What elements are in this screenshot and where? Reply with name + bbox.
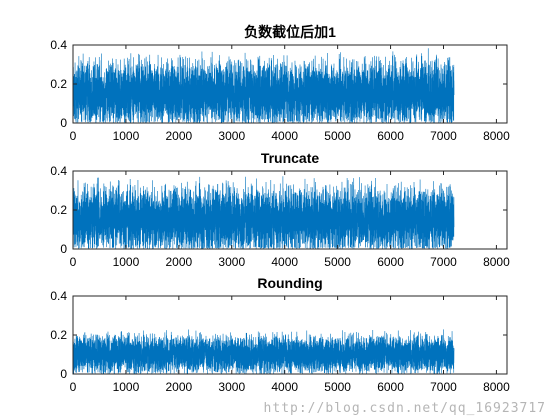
- subplot-title: Rounding: [257, 275, 322, 291]
- x-tick-label: 0: [70, 129, 77, 143]
- subplot-title: 负数截位后加1: [244, 24, 336, 40]
- x-tick-label: 4000: [271, 255, 298, 269]
- x-tick-label: 1000: [113, 129, 140, 143]
- subplot-2: 0 1000 2000 3000 4000 5000 6000 7000 8000 0 0.2 0.4…: [50, 150, 510, 269]
- x-tick-label: 6000: [377, 380, 404, 394]
- x-tick-label: 7000: [430, 255, 457, 269]
- x-tick-label: 1000: [113, 380, 140, 394]
- x-tick-label: 5000: [324, 255, 351, 269]
- subplot-3: 0 1000 2000 3000 4000 5000 6000 7000 8000 0 0.2 0.4…: [50, 275, 510, 394]
- x-tick-label: 8000: [483, 255, 510, 269]
- y-tick-label: 0: [60, 116, 67, 130]
- x-tick-label: 5000: [324, 380, 351, 394]
- series-line: [73, 48, 455, 123]
- y-tick-label: 0.4: [50, 38, 67, 52]
- x-tick-label: 3000: [218, 129, 245, 143]
- x-tick-label: 8000: [483, 129, 510, 143]
- x-tick-label: 4000: [271, 380, 298, 394]
- y-tick-label: 0.4: [50, 289, 67, 303]
- x-tick-label: 0: [70, 380, 77, 394]
- x-tick-label: 3000: [218, 380, 245, 394]
- x-tick-label: 3000: [218, 255, 245, 269]
- y-tick-label: 0.4: [50, 164, 67, 178]
- x-tick-label: 6000: [377, 129, 404, 143]
- x-tick-label: 7000: [430, 129, 457, 143]
- subplot-title: Truncate: [261, 150, 320, 166]
- y-tick-label: 0: [60, 367, 67, 381]
- series-line: [73, 329, 455, 374]
- x-tick-label: 2000: [166, 380, 193, 394]
- series-line: [73, 176, 455, 249]
- x-tick-label: 0: [70, 255, 77, 269]
- x-tick-label: 6000: [377, 255, 404, 269]
- y-tick-label: 0.2: [50, 328, 67, 342]
- x-tick-label: 2000: [166, 129, 193, 143]
- y-tick-label: 0.2: [50, 77, 67, 91]
- x-tick-label: 5000: [324, 129, 351, 143]
- y-tick-label: 0.2: [50, 203, 67, 217]
- x-tick-label: 4000: [271, 129, 298, 143]
- y-tick-label: 0: [60, 242, 67, 256]
- x-tick-label: 7000: [430, 380, 457, 394]
- x-tick-label: 1000: [113, 255, 140, 269]
- subplot-1: 0 1000 2000 3000 4000 5000 6000 7000 8000 0 0.2 0.4…: [50, 24, 510, 143]
- watermark-text: http://blog.csdn.net/qq_16923717: [263, 401, 546, 416]
- x-tick-label: 2000: [166, 255, 193, 269]
- x-tick-label: 8000: [483, 380, 510, 394]
